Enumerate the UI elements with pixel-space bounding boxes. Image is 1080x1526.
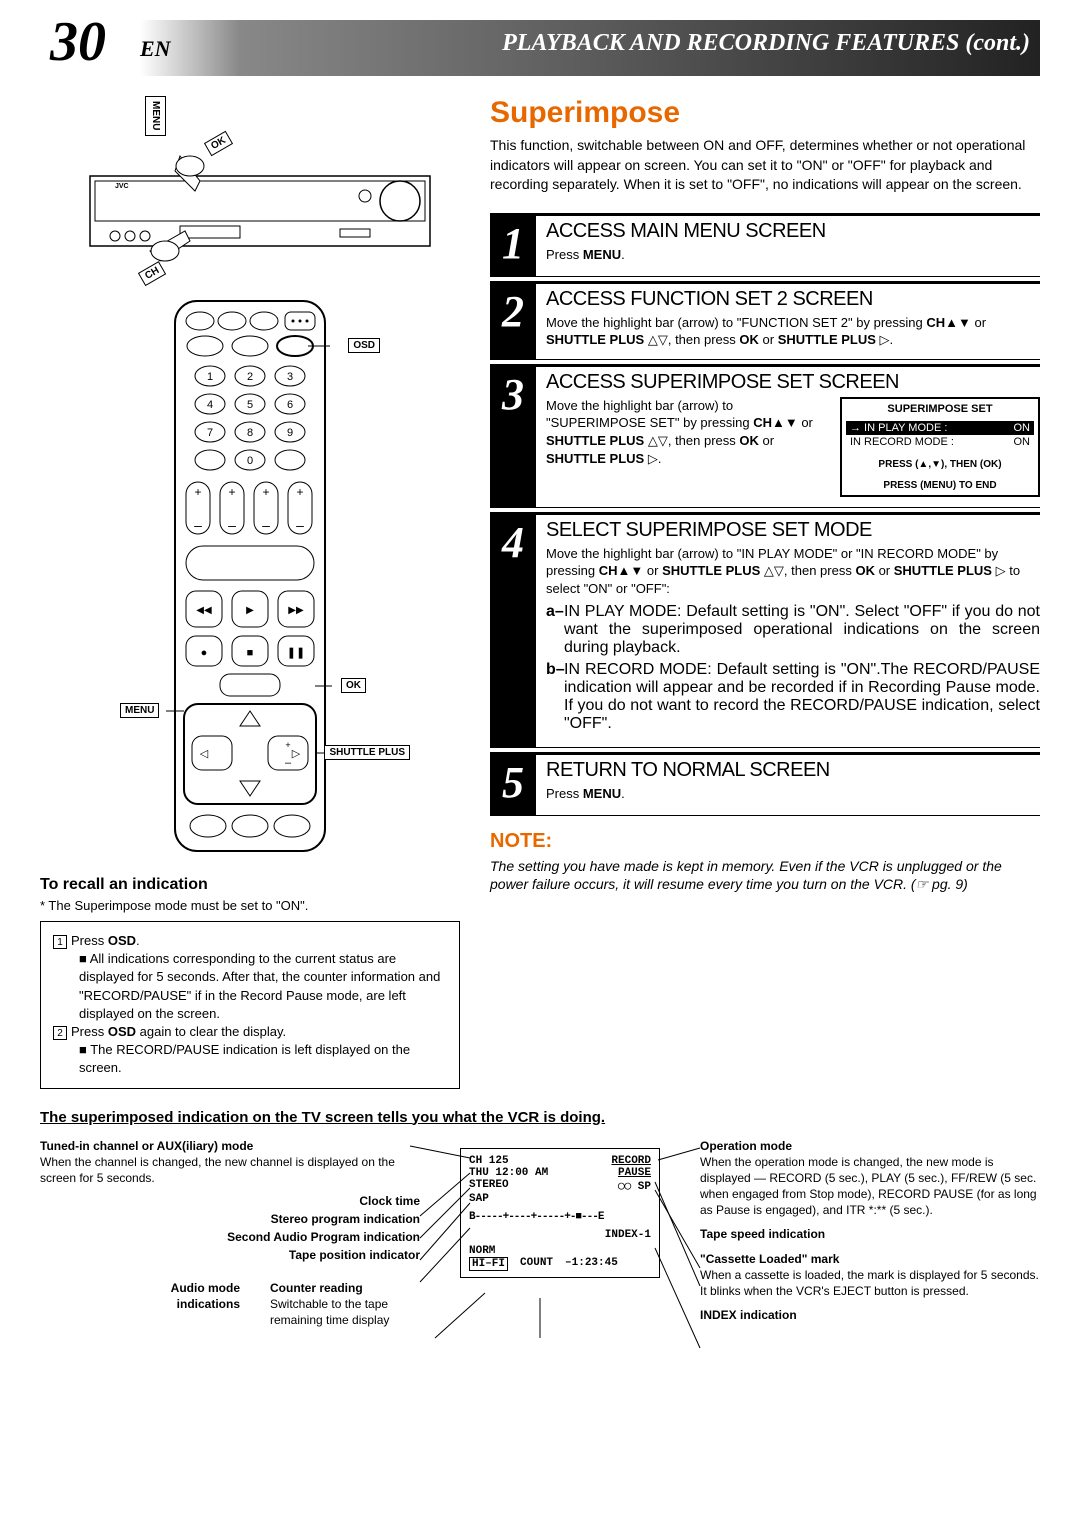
osd-tape-pos: B-----+----+-----+-■---E — [469, 1211, 651, 1223]
svg-text:❚❚: ❚❚ — [287, 647, 305, 659]
osd-record: RECORD — [611, 1155, 651, 1167]
svg-text:3: 3 — [287, 371, 293, 383]
main-title: Superimpose — [490, 96, 1040, 130]
svg-text:+: + — [194, 485, 201, 499]
recall-pre: * The Superimpose mode must be set to "O… — [40, 898, 460, 913]
recall-section: To recall an indication * The Superimpos… — [40, 876, 460, 1089]
step-1: 1ACCESS MAIN MENU SCREENPress MENU. — [490, 213, 1040, 277]
header-title: PLAYBACK AND RECORDING FEATURES (cont.) — [502, 30, 1030, 57]
svg-text:–: – — [296, 517, 304, 533]
page-lang: EN — [140, 36, 171, 62]
recall-item1: Press OSD. — [71, 933, 140, 948]
recall-sub2: The RECORD/PAUSE indication is left disp… — [79, 1042, 410, 1075]
remote-menu-label: MENU — [120, 703, 159, 718]
svg-text:5: 5 — [247, 399, 253, 411]
remote-shuttle-label: SHUTTLE PLUS — [324, 745, 410, 760]
vcr-diagram: JVC MENU OK CH — [40, 96, 460, 276]
osd-stereo: STEREO — [469, 1179, 509, 1193]
svg-text:▶: ▶ — [246, 605, 254, 616]
svg-text:◁: ◁ — [200, 748, 209, 760]
recall-sub1: All indications corresponding to the cur… — [79, 951, 440, 1021]
osd-ch: CH 125 — [469, 1155, 509, 1167]
svg-text:JVC: JVC — [115, 183, 129, 190]
osd-count-label: COUNT — [520, 1257, 553, 1271]
bottom-title: The superimposed indication on the TV sc… — [40, 1109, 1040, 1126]
header-bar: 30 EN PLAYBACK AND RECORDING FEATURES (c… — [40, 20, 1040, 76]
step-2: 2ACCESS FUNCTION SET 2 SCREENMove the hi… — [490, 281, 1040, 360]
bottom-area: Tuned-in channel or AUX(iliary) modeWhen… — [40, 1138, 1040, 1418]
svg-text:+: + — [285, 740, 290, 750]
svg-text:6: 6 — [287, 399, 293, 411]
svg-text:◀◀: ◀◀ — [196, 605, 212, 616]
step-3: 3ACCESS SUPERIMPOSE SET SCREENMove the h… — [490, 364, 1040, 508]
svg-text:●: ● — [201, 647, 208, 659]
recall-box: 1Press OSD. ■ All indications correspond… — [40, 921, 460, 1089]
svg-text:–: – — [194, 517, 202, 533]
svg-text:■: ■ — [247, 647, 254, 659]
osd-sap: SAP — [469, 1193, 651, 1205]
osd-time: THU 12:00 AM — [469, 1167, 548, 1179]
svg-text:4: 4 — [207, 399, 213, 411]
svg-text:–: – — [262, 517, 270, 533]
main-intro: This function, switchable between ON and… — [490, 136, 1040, 195]
remote-diagram: 1 2 3 4 5 6 7 8 9 0 — [40, 296, 460, 856]
osd-hifi: HI–FI — [469, 1257, 508, 1271]
osd-pause: PAUSE — [618, 1167, 651, 1179]
osd-count-val: –1:23:45 — [565, 1257, 618, 1271]
recall-head: To recall an indication — [40, 876, 460, 894]
step-5: 5RETURN TO NORMAL SCREENPress MENU. — [490, 752, 1040, 816]
svg-text:1: 1 — [207, 371, 213, 383]
step-4: 4SELECT SUPERIMPOSE SET MODEMove the hig… — [490, 512, 1040, 748]
svg-text:2: 2 — [247, 371, 253, 383]
note-head: NOTE: — [490, 830, 1040, 853]
svg-text:+: + — [296, 485, 303, 499]
svg-text:▶▶: ▶▶ — [288, 605, 304, 616]
osd-index: INDEX-1 — [469, 1229, 651, 1241]
svg-text:▷: ▷ — [292, 748, 301, 760]
svg-text:+: + — [262, 485, 269, 499]
superimpose-osd: SUPERIMPOSE SET→ IN PLAY MODE :ONIN RECO… — [840, 397, 1040, 497]
svg-text:+: + — [228, 485, 235, 499]
osd-norm: NORM — [469, 1245, 651, 1257]
remote-ok-label: OK — [341, 678, 366, 693]
svg-text:–: – — [285, 757, 292, 769]
recall-item2: Press OSD again to clear the display. — [71, 1024, 286, 1039]
svg-text:8: 8 — [247, 427, 253, 439]
svg-text:–: – — [228, 517, 236, 533]
note-body: The setting you have made is kept in mem… — [490, 857, 1040, 895]
svg-text:7: 7 — [207, 427, 213, 439]
tv-osd-panel: CH 125 RECORD THU 12:00 AM PAUSE STEREO … — [460, 1148, 660, 1278]
vcr-menu-label: MENU — [145, 96, 166, 136]
remote-osd-label: OSD — [348, 338, 380, 353]
osd-sp: ◯◯ SP — [618, 1179, 651, 1193]
page-number: 30 — [50, 10, 106, 74]
svg-text:9: 9 — [287, 427, 293, 439]
svg-text:0: 0 — [247, 455, 253, 467]
